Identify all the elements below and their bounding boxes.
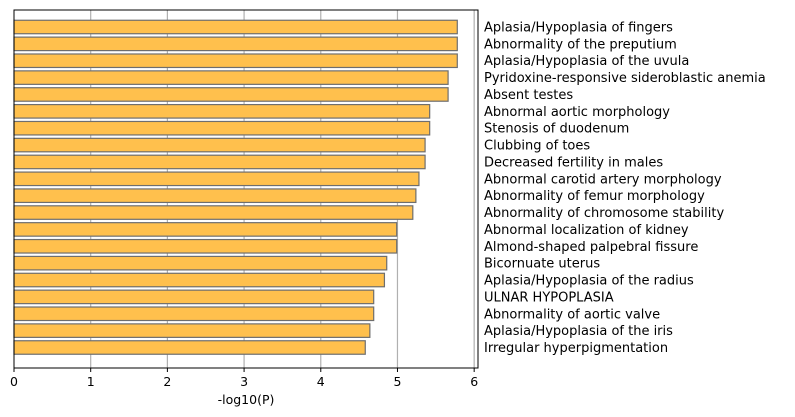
- bar: [13, 222, 398, 237]
- category-label: Aplasia/Hypoplasia of the uvula: [484, 54, 689, 69]
- category-label: ULNAR HYPOPLASIA: [484, 290, 614, 305]
- bar: [13, 53, 458, 69]
- category-label: Abnormality of femur morphology: [484, 189, 705, 204]
- bar: [13, 154, 426, 170]
- plot-frame: [13, 9, 479, 369]
- x-tick-label: 6: [470, 374, 478, 389]
- bar: [13, 289, 375, 305]
- x-tick-label: 5: [393, 374, 401, 389]
- x-tick-label: 2: [163, 374, 171, 389]
- bar: [13, 340, 366, 355]
- category-label: Abnormality of aortic valve: [484, 307, 660, 322]
- category-label: Abnormality of chromosome stability: [484, 206, 724, 221]
- category-label: Almond-shaped palpebral fissure: [484, 240, 698, 255]
- bar: [13, 255, 388, 271]
- x-tick-label: 4: [317, 374, 325, 389]
- category-label: Pyridoxine-responsive sideroblastic anem…: [484, 71, 766, 86]
- bar: [13, 188, 417, 204]
- bar: [13, 19, 458, 35]
- category-label: Aplasia/Hypoplasia of the iris: [484, 324, 673, 339]
- bar: [13, 272, 386, 288]
- category-label: Bicornuate uterus: [484, 257, 600, 272]
- category-label: Decreased fertility in males: [484, 155, 663, 170]
- bar: [13, 171, 420, 187]
- x-tick-label: 1: [87, 374, 95, 389]
- bar: [13, 103, 431, 119]
- category-label: Abnormality of the preputium: [484, 37, 677, 52]
- x-tick-label: 0: [10, 374, 18, 389]
- bar: [13, 238, 398, 254]
- bar: [13, 70, 449, 85]
- bar: [13, 323, 371, 338]
- category-label: Absent testes: [484, 88, 573, 103]
- bar: [13, 306, 375, 322]
- category-label: Aplasia/Hypoplasia of the radius: [484, 274, 694, 289]
- category-label: Stenosis of duodenum: [484, 122, 629, 137]
- x-axis-label: -log10(P): [218, 392, 275, 407]
- bar: [13, 120, 431, 136]
- x-tick-label: 3: [240, 374, 248, 389]
- bar: [13, 205, 414, 220]
- x-axis-ticks: 0 1 2 3 4 5 6: [10, 368, 478, 389]
- bar: [13, 36, 458, 52]
- category-label: Aplasia/Hypoplasia of fingers: [484, 21, 673, 36]
- bar: [13, 87, 449, 102]
- category-label: Abnormal carotid artery morphology: [484, 172, 722, 187]
- category-labels: Aplasia/Hypoplasia of fingersAbnormality…: [484, 21, 766, 357]
- category-label: Abnormal localization of kidney: [484, 223, 689, 238]
- bars: [13, 19, 458, 355]
- bar: [13, 137, 426, 153]
- category-label: Irregular hyperpigmentation: [484, 341, 668, 356]
- category-label: Abnormal aortic morphology: [484, 105, 670, 120]
- category-label: Clubbing of toes: [484, 139, 590, 154]
